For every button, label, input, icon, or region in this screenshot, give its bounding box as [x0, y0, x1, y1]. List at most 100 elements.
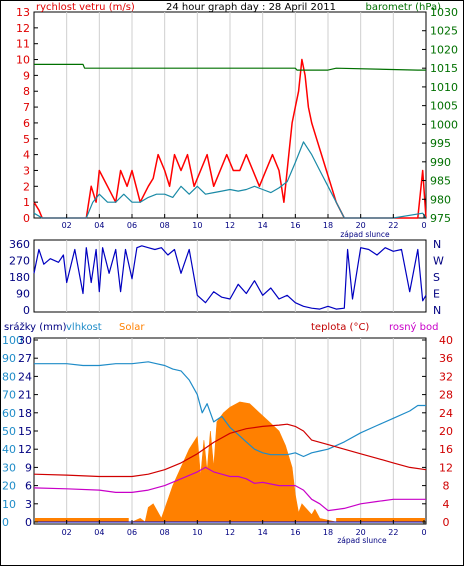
wind-speed-tick-label: 13	[16, 6, 30, 19]
humidity-tick-label: 50	[2, 425, 16, 438]
pressure-tick-label: 1015	[430, 62, 458, 75]
precipitation-tick-label: 24	[18, 370, 32, 383]
wind-speed-tick-label: 4	[23, 149, 30, 162]
x-tick-label: 08	[160, 221, 170, 230]
precipitation-tick-label: 21	[18, 389, 32, 402]
x-tick-label: 04	[94, 528, 104, 537]
x-tick-label: 08	[160, 528, 170, 537]
solar-axis-label: Solar	[119, 322, 145, 333]
pressure-axis-label: barometr (hPa)	[366, 2, 442, 13]
x-tick-label: 20	[356, 221, 366, 230]
pressure-tick-label: 1000	[430, 118, 458, 131]
precipitation-tick-label: 0	[25, 516, 32, 529]
x-tick-label: 18	[323, 528, 333, 537]
pressure-tick-label: 1010	[430, 81, 458, 94]
temperature-tick-label: 8	[443, 480, 450, 493]
temperature-humidity-x-ticks: 02 04 06 08 10 12 14 16 18 20 22 0	[62, 520, 427, 537]
wind-speed-tick-label: 3	[23, 164, 30, 177]
x-tick-label: 22	[388, 528, 398, 537]
temperature-humidity-ticks: 0102030405060708090100036912151821242730…	[2, 334, 453, 529]
temperature-tick-label: 4	[443, 498, 450, 511]
wind-compass-tick-label: E	[433, 288, 440, 301]
solar-area	[34, 401, 426, 523]
precipitation-tick-label: 15	[18, 425, 32, 438]
x-tick-label: 16	[290, 221, 300, 230]
temperature-axis-label: teplota (°C)	[311, 322, 369, 333]
chart-title: 24 hour graph day : 28 April 2011	[166, 2, 336, 13]
pressure-ticks: 975 980 985 990 995 1000 1005 1010 1015 1020 1025 1…	[422, 6, 458, 225]
x-tick-label: 20	[356, 528, 366, 537]
x-tick-label: 22	[388, 221, 398, 230]
precipitation-tick-label: 3	[25, 498, 32, 511]
precipitation-tick-label: 9	[25, 461, 32, 474]
temperature-tick-label: 20	[439, 425, 453, 438]
wind-speed-tick-label: 12	[16, 22, 30, 35]
x-tick-label: 14	[258, 528, 268, 537]
precipitation-tick-label: 6	[25, 480, 32, 493]
pressure-tick-label: 1005	[430, 100, 458, 113]
temperature-tick-label: 32	[439, 370, 453, 383]
wind-direction-series	[33, 245, 427, 310]
temperature-line	[33, 423, 427, 478]
precipitation-tick-label: 30	[18, 334, 32, 347]
sunset-label-top: západ slunce	[340, 230, 390, 239]
dew-point-axis-label: rosný bod	[389, 321, 438, 333]
wind-speed-axis-label: rychlost vetru (m/s)	[36, 2, 135, 13]
x-tick-label: 14	[258, 221, 268, 230]
humidity-tick-label: 10	[2, 498, 16, 511]
humidity-tick-label: 40	[2, 443, 16, 456]
wind-pressure-x-ticks: 02 04 06 08 10 12 14 16 18 20 22 0	[62, 214, 427, 230]
wind-direction-grid	[66, 240, 394, 312]
temperature-tick-label: 36	[439, 352, 453, 365]
humidity-tick-label: 100	[2, 334, 23, 347]
x-tick-label: 10	[192, 528, 202, 537]
series-line-2	[34, 63, 426, 71]
x-tick-label: 10	[192, 221, 202, 230]
wind-degree-tick-label: 270	[9, 255, 30, 268]
pressure-tick-label: 1025	[430, 25, 458, 38]
x-tick-label: 0	[421, 221, 426, 230]
humidity-tick-label: 80	[2, 370, 16, 383]
wind-degree-tick-label: 90	[16, 288, 30, 301]
temperature-tick-label: 0	[443, 516, 450, 529]
temperature-humidity-panel: 0102030405060708090100036912151821242730…	[2, 321, 453, 545]
wind-degree-tick-label: 180	[9, 271, 30, 284]
humidity-line	[34, 361, 426, 458]
wind-speed-tick-label: 10	[16, 54, 30, 67]
x-tick-label: 16	[290, 528, 300, 537]
humidity-tick-label: 20	[2, 480, 16, 493]
wind-speed-tick-label: 5	[23, 133, 30, 146]
pressure-tick-label: 1030	[430, 6, 458, 19]
solar-baseline	[35, 518, 129, 522]
humidity-axis-label: vlhkost	[66, 322, 102, 333]
wind-speed-tick-label: 11	[16, 38, 30, 51]
precipitation-axis-label: srážky (mm)	[4, 321, 67, 333]
x-tick-label: 12	[225, 221, 235, 230]
humidity-tick-label: 70	[2, 389, 16, 402]
series-line-1	[33, 141, 427, 219]
sunset-label-bottom: západ slunce	[337, 536, 387, 545]
x-tick-label: 0	[421, 528, 426, 537]
wind-speed-tick-label: 7	[23, 101, 30, 114]
x-tick-label: 06	[127, 221, 137, 230]
wind-compass-tick-label: N	[433, 238, 441, 251]
precipitation-tick-label: 27	[18, 352, 32, 365]
wind-speed-tick-label: 2	[23, 180, 30, 193]
wind-pressure-series	[33, 58, 427, 219]
wind-speed-tick-label: 9	[23, 69, 30, 82]
dew-point-line	[33, 466, 426, 512]
solar-baseline	[336, 518, 425, 522]
temperature-tick-label: 28	[439, 389, 453, 402]
pressure-tick-label: 975	[430, 212, 451, 225]
pressure-tick-label: 1020	[430, 43, 458, 56]
x-tick-label: 02	[62, 221, 72, 230]
precipitation-tick-label: 12	[18, 443, 32, 456]
pressure-tick-label: 980	[430, 193, 451, 206]
wind-pressure-grid	[66, 12, 394, 218]
wind-direction-line	[33, 245, 427, 310]
wind-compass-tick-label: W	[433, 255, 444, 268]
